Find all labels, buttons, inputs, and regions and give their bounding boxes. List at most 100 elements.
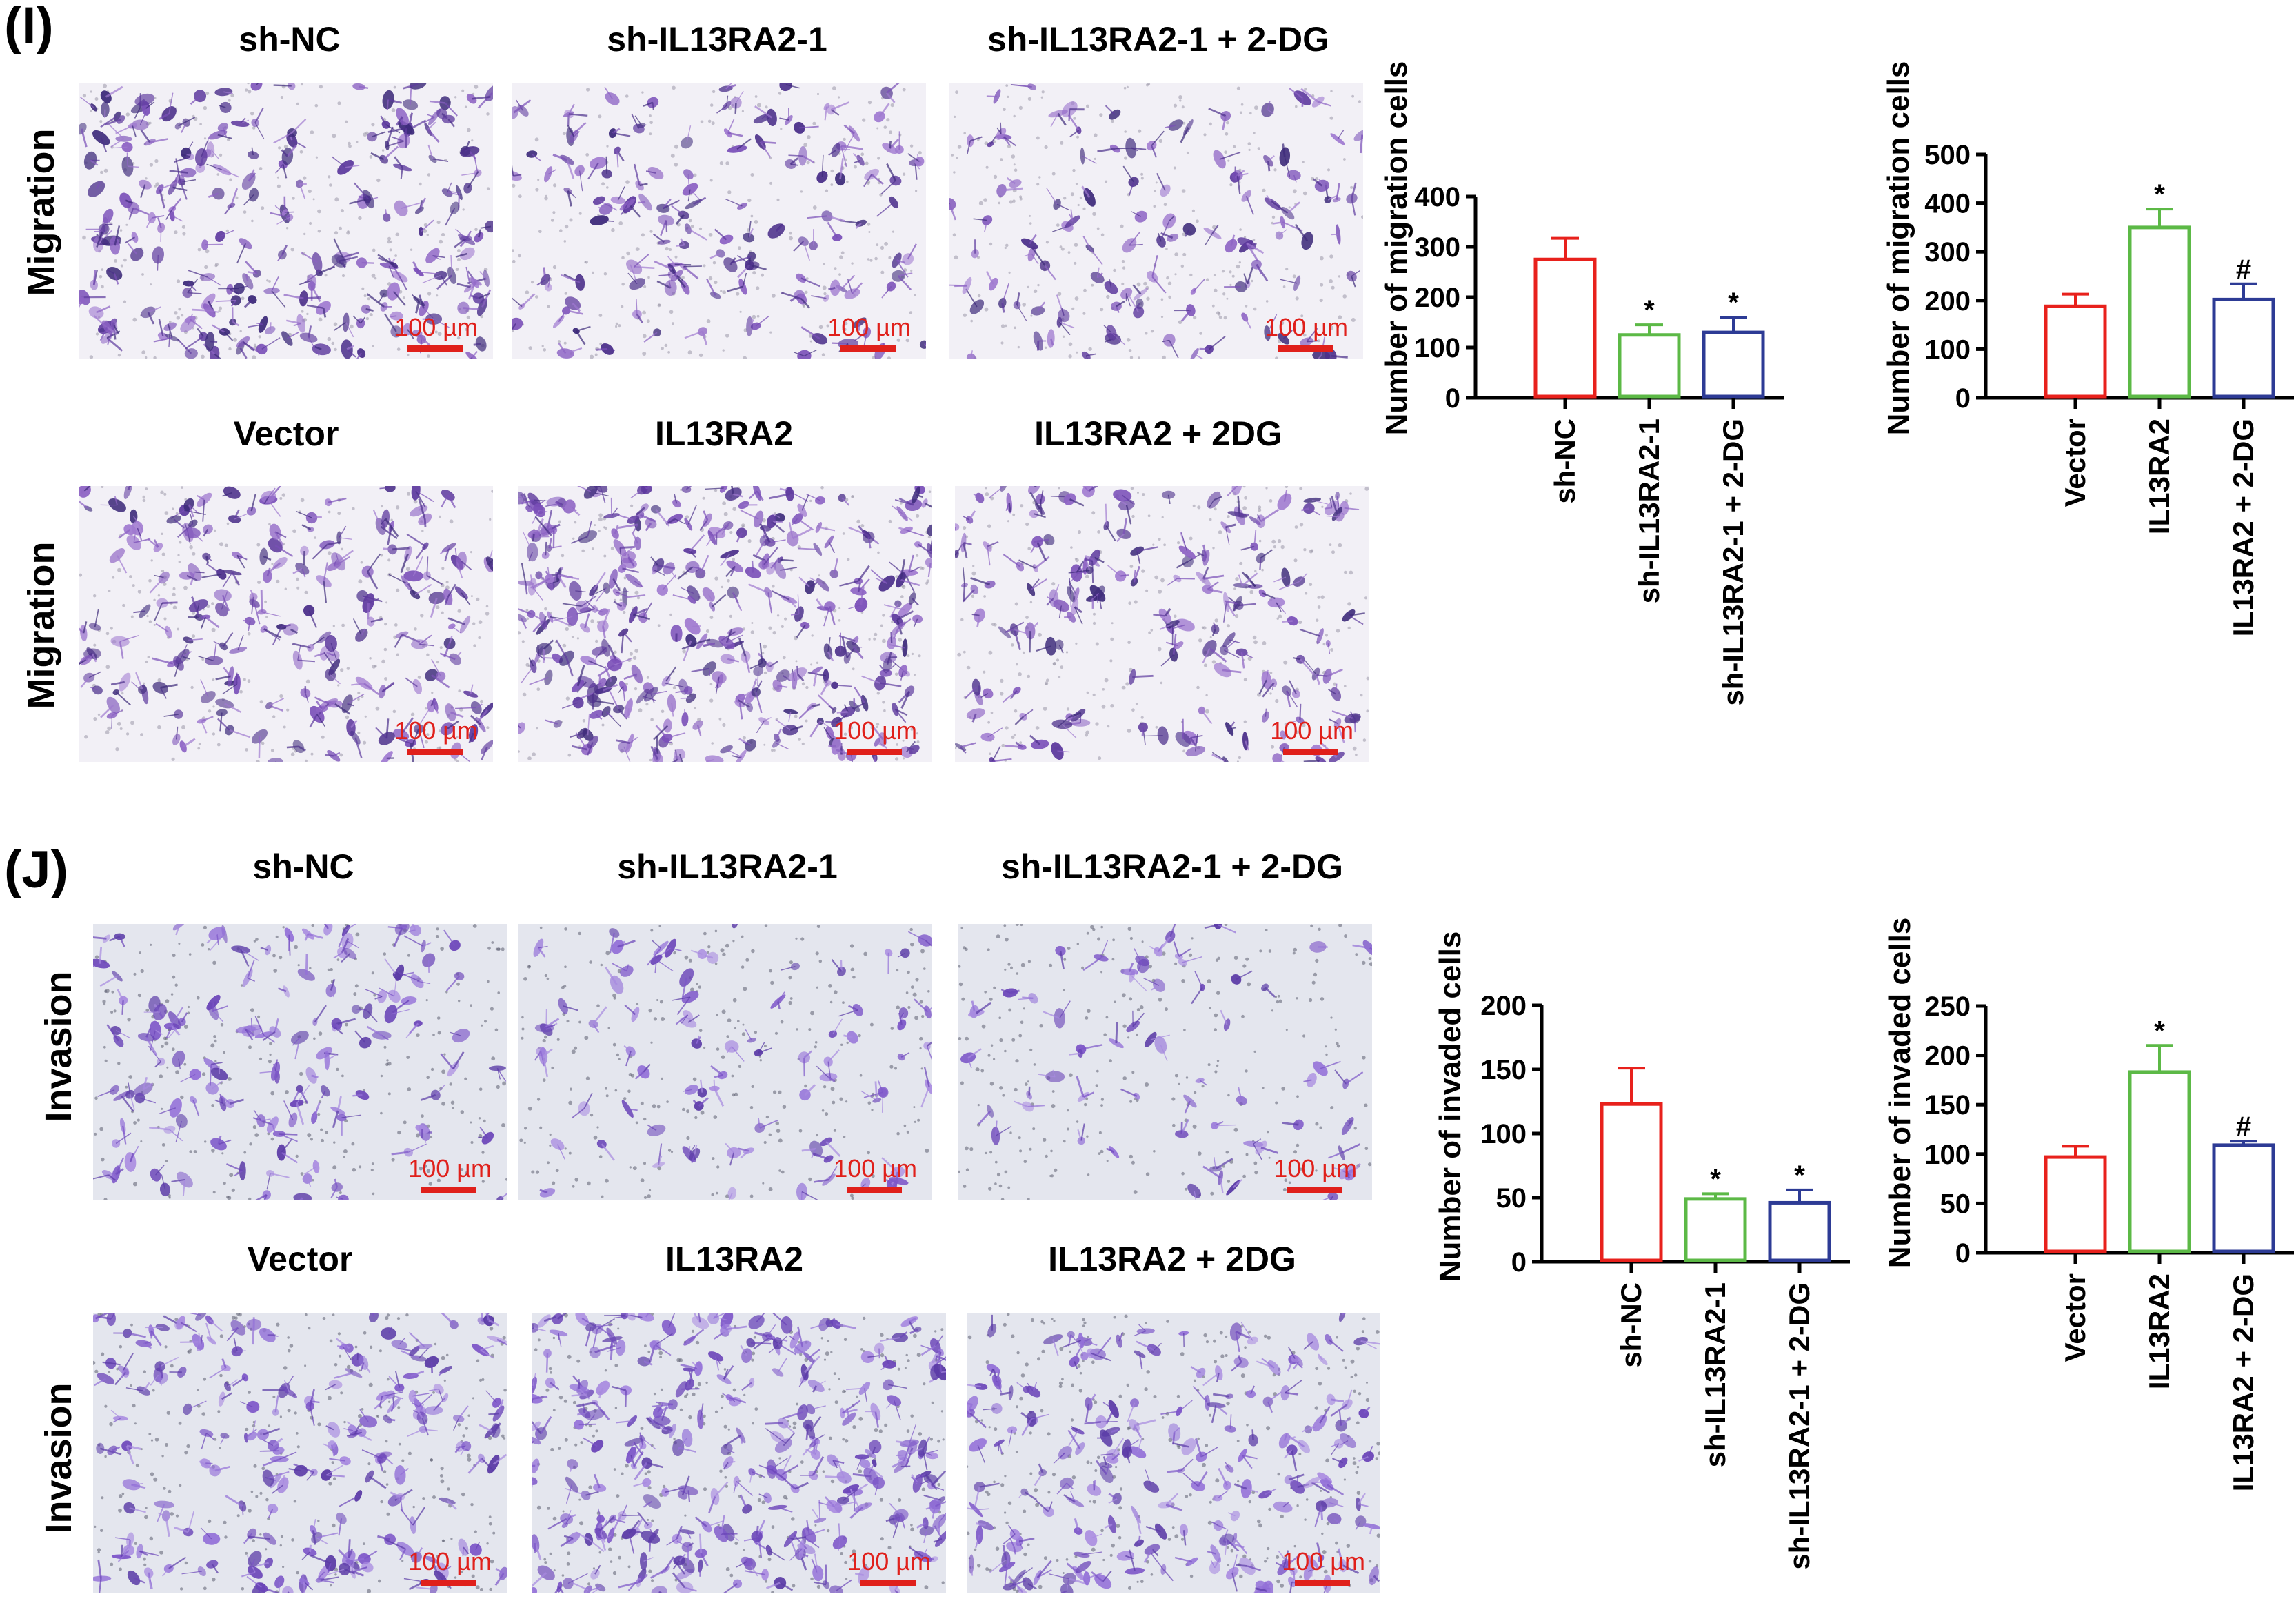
- title-i-sh-il13ra2-1: sh-IL13RA2-1: [607, 20, 827, 59]
- chart-body: 0 50 100 150 200 Number of invaded cells sh-NC…: [1433, 931, 1850, 1570]
- y-tick-label: 100: [1480, 1119, 1527, 1149]
- y-tick-label: 300: [1924, 237, 1971, 268]
- bar: [2128, 225, 2191, 399]
- y-tick-label: 0: [1445, 383, 1460, 414]
- bar-chart-i-overexpression: 0 100 200 300 400 500 Number of migration cell…: [1882, 61, 2294, 636]
- micrograph-j-vector: 100 µm: [93, 1313, 507, 1593]
- bar: [1768, 1200, 1831, 1262]
- scale-bar: [847, 749, 902, 755]
- scale-bar: [1287, 1187, 1342, 1193]
- x-category-label: sh-NC: [1549, 419, 1581, 504]
- y-tick-label: 200: [1924, 286, 1971, 316]
- x-category-label: IL13RA2: [2143, 1273, 2175, 1389]
- scale-label: 100 µm: [394, 313, 478, 341]
- panel-label-j: (J): [4, 840, 68, 899]
- micrograph-j-il13ra2: 100 µm: [532, 1313, 946, 1593]
- y-tick-label: 100: [1414, 333, 1460, 363]
- title-j-vector: Vector: [247, 1240, 353, 1278]
- x-category-label: Vector: [2059, 1273, 2091, 1362]
- bar: [1684, 1197, 1747, 1262]
- micrograph-i-sh-il13ra2-1-2dg: 100 µm: [949, 83, 1363, 359]
- micrograph-i-il13ra2: 100 µm: [518, 486, 932, 762]
- micrograph-j-sh-il13ra2-1: 100 µm: [518, 924, 932, 1200]
- micrograph-j-il13ra2-2dg: 100 µm: [967, 1313, 1380, 1593]
- bar: [1533, 257, 1597, 399]
- bar: [2128, 1070, 2191, 1253]
- y-tick-label: 0: [1955, 1238, 1971, 1269]
- title-j-il13ra2-2dg: IL13RA2 + 2DG: [1048, 1240, 1296, 1278]
- y-tick-label: 0: [1955, 383, 1971, 414]
- scale-bar: [1283, 749, 1338, 755]
- y-tick-label: 200: [1924, 1041, 1971, 1071]
- y-tick-label: 400: [1924, 189, 1971, 219]
- y-tick-label: 100: [1924, 334, 1971, 365]
- y-axis-label: Number of migration cells: [1882, 61, 1915, 436]
- micrograph-j-sh-nc: 100 µm: [93, 924, 507, 1200]
- title-i-il13ra2: IL13RA2: [654, 414, 794, 453]
- scale-bar: [421, 1580, 476, 1586]
- significance-mark: *: [2154, 1016, 2165, 1046]
- scale-bar: [860, 1580, 916, 1586]
- y-tick-label: 400: [1414, 182, 1460, 212]
- title-j-sh-nc: sh-NC: [252, 847, 354, 886]
- significance-mark: #: [2236, 254, 2251, 285]
- row-label-j-invasion-top: Invasion: [38, 971, 79, 1122]
- x-category-label: sh-NC: [1615, 1282, 1647, 1368]
- bar: [2212, 297, 2275, 399]
- scale-bar: [407, 345, 463, 352]
- scale-label: 100 µm: [394, 716, 478, 745]
- y-axis-label: Number of migration cells: [1380, 61, 1413, 436]
- scale-label: 100 µm: [408, 1154, 492, 1182]
- significance-mark: *: [2154, 179, 2165, 210]
- scale-label: 100 µm: [834, 716, 917, 745]
- micrograph-i-sh-il13ra2-1: 100 µm: [512, 83, 926, 359]
- title-j-sh-il13ra2-1-2dg: sh-IL13RA2-1 + 2-DG: [1001, 847, 1343, 886]
- significance-mark: *: [1710, 1164, 1721, 1194]
- scale-bar: [1278, 345, 1333, 352]
- row-label-j-invasion-bottom: Invasion: [38, 1382, 79, 1534]
- bar: [1702, 330, 1765, 399]
- bar: [1600, 1102, 1663, 1262]
- row-label-i-migration-bottom: Migration: [21, 541, 62, 709]
- scale-bar: [840, 345, 896, 352]
- x-category-label: sh-IL13RA2-1 + 2-DG: [1717, 419, 1749, 706]
- title-i-vector: Vector: [233, 414, 339, 453]
- title-j-il13ra2: IL13RA2: [665, 1240, 804, 1278]
- significance-mark: #: [2236, 1111, 2251, 1142]
- significance-mark: *: [1644, 295, 1655, 325]
- bar: [1618, 333, 1681, 399]
- row-label-i-migration-top: Migration: [21, 128, 62, 296]
- micrograph-j-sh-il13ra2-1-2dg: 100 µm: [958, 924, 1372, 1200]
- x-category-label: IL13RA2: [2143, 419, 2175, 534]
- micrograph-i-sh-nc: 100 µm: [79, 83, 493, 359]
- micrograph-i-vector: 100 µm: [79, 486, 493, 762]
- x-category-label: IL13RA2 + 2-DG: [2227, 419, 2259, 636]
- title-j-sh-il13ra2-1: sh-IL13RA2-1: [617, 847, 838, 886]
- scale-label: 100 µm: [834, 1154, 917, 1182]
- x-category-label: IL13RA2 + 2-DG: [2227, 1273, 2259, 1491]
- chart-body: 0 100 200 300 400 500 Number of migration cell…: [1882, 61, 2294, 636]
- scale-label: 100 µm: [408, 1547, 492, 1575]
- y-tick-label: 150: [1480, 1055, 1527, 1085]
- y-tick-label: 50: [1940, 1189, 1971, 1219]
- y-tick-label: 200: [1414, 283, 1460, 313]
- bar: [2044, 304, 2107, 399]
- x-category-label: sh-IL13RA2-1 + 2-DG: [1783, 1282, 1815, 1570]
- x-category-label: sh-IL13RA2-1: [1633, 419, 1665, 603]
- x-category-label: sh-IL13RA2-1: [1699, 1282, 1731, 1467]
- bar-chart-j-knockdown: 0 50 100 150 200 Number of invaded cells sh-NC…: [1433, 931, 1850, 1570]
- y-axis-label: Number of invaded cells: [1883, 918, 1917, 1269]
- scale-label: 100 µm: [1282, 1547, 1365, 1575]
- y-axis-label: Number of invaded cells: [1433, 931, 1467, 1282]
- panel-label-i: (I): [4, 0, 54, 55]
- scale-label: 100 µm: [1270, 716, 1353, 745]
- significance-mark: *: [1728, 288, 1739, 318]
- title-i-sh-nc: sh-NC: [239, 20, 341, 59]
- x-category-label: Vector: [2059, 419, 2091, 507]
- y-tick-label: 250: [1924, 991, 1971, 1022]
- y-tick-label: 50: [1496, 1183, 1527, 1213]
